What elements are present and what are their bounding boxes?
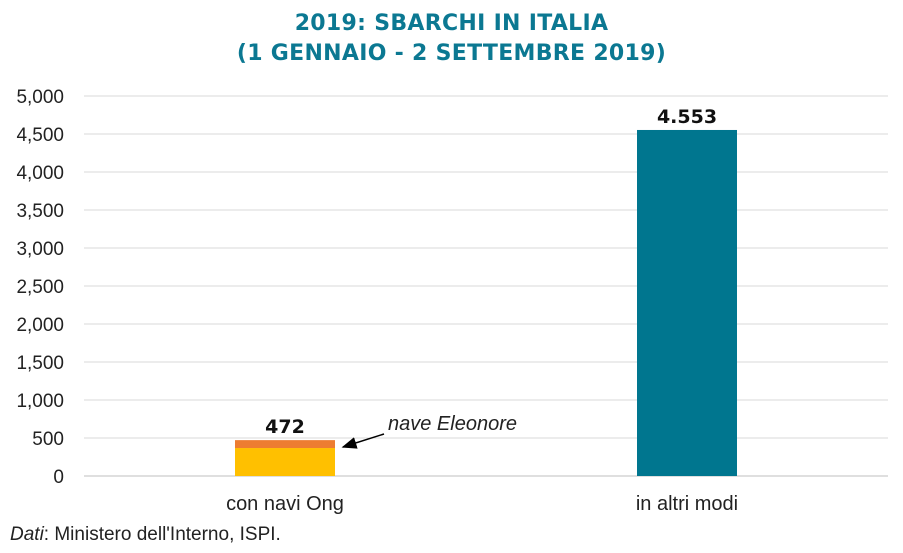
y-tick-label: 1,500 [16, 353, 64, 374]
y-tick-label: 5,000 [16, 87, 64, 108]
gridlines [84, 95, 888, 477]
x-axis-ticks: con navi Ong in altri modi [226, 493, 738, 515]
chart-title-line2: (1 GENNAIO - 2 SETTEMBRE 2019) [236, 41, 667, 66]
y-tick-label: 2,000 [16, 315, 64, 336]
data-labels: 472 4.553 [265, 106, 717, 438]
bar-con-navi-ong-segment-1 [235, 440, 335, 449]
chart-title-line1: 2019: SBARCHI IN ITALIA [294, 11, 609, 36]
x-tick-label: in altri modi [636, 493, 738, 515]
y-tick-label: 0 [53, 467, 64, 488]
y-tick-label: 4,500 [16, 125, 64, 146]
y-tick-label: 2,500 [16, 277, 64, 298]
y-axis-ticks: 5,000 4,500 4,000 3,500 3,000 2,500 2,000 1,500… [16, 87, 64, 488]
source-text: : Ministero dell'Interno, ISPI. [43, 524, 281, 545]
bar-con-navi-ong-segment-0 [235, 448, 335, 476]
annotation-arrow [341, 433, 385, 449]
source-note: Dati: Ministero dell'Interno, ISPI. [10, 524, 281, 546]
bars [235, 129, 737, 477]
y-tick-label: 4,000 [16, 163, 64, 184]
y-tick-label: 500 [32, 429, 64, 450]
annotation: nave Eleonore [341, 413, 517, 449]
y-tick-label: 3,000 [16, 239, 64, 260]
data-label: 472 [265, 416, 305, 438]
annotation-label: nave Eleonore [388, 413, 517, 435]
data-label: 4.553 [657, 106, 717, 128]
y-tick-label: 1,000 [16, 391, 64, 412]
x-tick-label: con navi Ong [226, 493, 344, 515]
source-prefix: Dati [10, 524, 44, 545]
bar-in-altri-modi-segment-0 [637, 129, 737, 477]
y-tick-label: 3,500 [16, 201, 64, 222]
